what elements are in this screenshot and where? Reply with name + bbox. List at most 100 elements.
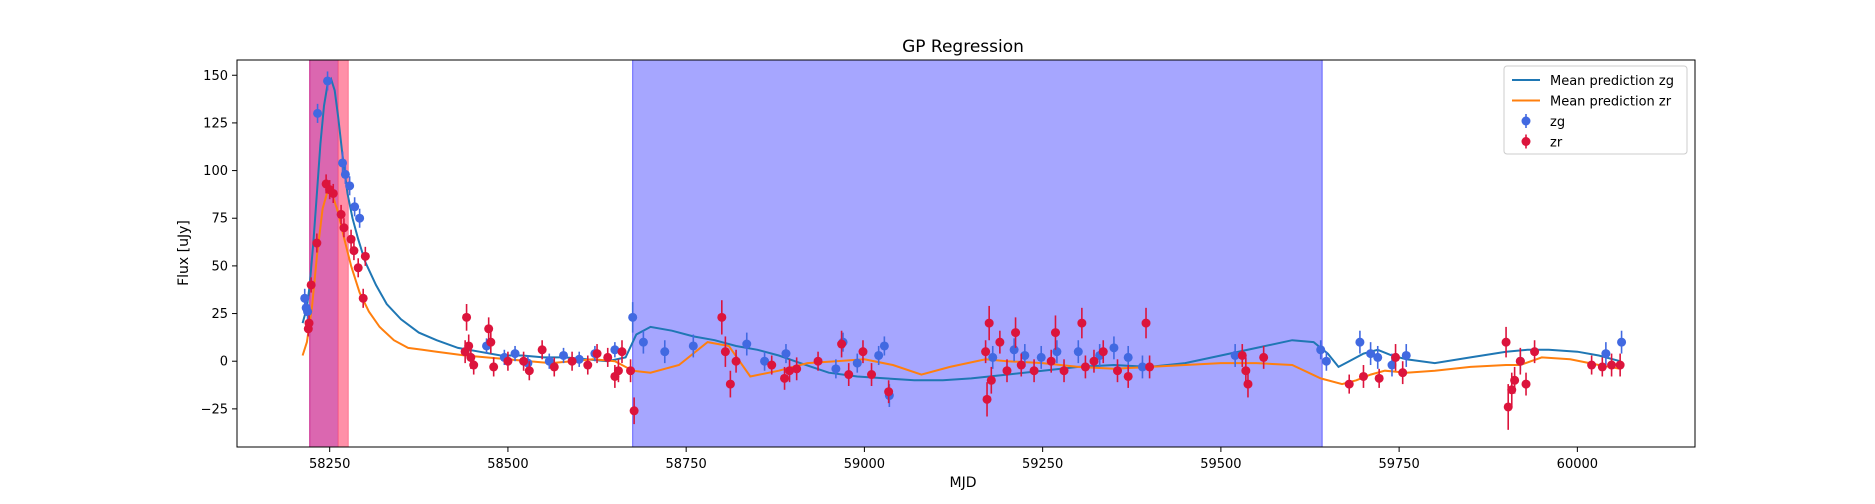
y-tick-label: 100 [203, 164, 228, 179]
data-point-zr [1029, 366, 1039, 376]
x-tick-label: 59000 [844, 457, 885, 472]
data-point-zg [781, 349, 791, 359]
data-point-zr [884, 387, 894, 397]
data-point-zg [874, 350, 884, 360]
legend-label: zg [1550, 115, 1565, 130]
data-point-zg [559, 350, 569, 360]
data-point-zr [1050, 328, 1060, 338]
data-point-zg [345, 181, 355, 191]
data-point-zr [1501, 337, 1511, 347]
data-point-zr [1530, 347, 1540, 357]
data-point-zr [489, 362, 499, 372]
data-point-zg [638, 337, 648, 347]
data-point-zr [312, 238, 322, 248]
data-point-zr [995, 337, 1005, 347]
data-point-zr [583, 360, 593, 370]
y-tick-label: 0 [220, 355, 228, 370]
data-point-zr [1016, 360, 1026, 370]
data-point-zg [510, 349, 520, 359]
data-point-zr [1374, 373, 1384, 383]
data-point-zr [1597, 362, 1607, 372]
data-points [300, 71, 1627, 430]
data-point-zr [1089, 356, 1099, 366]
data-point-zr [785, 366, 795, 376]
data-point-zr [549, 362, 559, 372]
data-point-zr [358, 293, 368, 303]
x-tick-label: 60000 [1557, 457, 1598, 472]
data-point-zr [306, 280, 316, 290]
data-point-zr [613, 366, 623, 376]
data-point-zg [1355, 337, 1365, 347]
data-point-zr [1344, 379, 1354, 389]
data-point-zr [1259, 352, 1269, 362]
data-point-zg [350, 202, 360, 212]
x-axis-ticks: 58250 58500 58750 59000 59250 59500 59750 60000 [309, 447, 1598, 472]
data-point-zr [792, 364, 802, 374]
data-point-zr [984, 318, 994, 328]
shaded-region-1 [309, 60, 339, 447]
data-point-zr [725, 379, 735, 389]
x-tick-label: 58500 [487, 457, 528, 472]
x-tick-label: 59500 [1200, 457, 1241, 472]
data-point-zr [486, 337, 496, 347]
data-point-zg [879, 341, 889, 351]
data-point-zr [629, 406, 639, 416]
data-point-zr [592, 349, 602, 359]
data-point-zg [1109, 343, 1119, 353]
data-point-zg [610, 345, 620, 355]
axes-frame [236, 59, 1696, 448]
data-point-zr [1391, 352, 1401, 362]
data-point-zg [831, 364, 841, 374]
data-point-zg [1373, 352, 1383, 362]
data-point-zg [988, 352, 998, 362]
data-point-zr [780, 373, 790, 383]
chart-title: GP Regression [902, 37, 1024, 57]
data-point-zg [1137, 362, 1147, 372]
data-point-zg [660, 347, 670, 357]
data-point-zr [304, 318, 314, 328]
data-point-zr [462, 312, 472, 322]
legend-label: zr [1550, 136, 1563, 151]
data-point-zg [852, 358, 862, 368]
x-axis-label: MJD [950, 475, 977, 491]
data-point-zr [537, 345, 547, 355]
data-point-zr [1241, 366, 1251, 376]
x-tick-label: 59750 [1378, 457, 1419, 472]
data-point-zg [1366, 349, 1376, 359]
data-point-zr [844, 370, 854, 380]
shaded-region-2 [337, 60, 349, 447]
data-point-zr [837, 339, 847, 349]
data-point-zg [574, 354, 584, 364]
data-point-zr [717, 312, 727, 322]
data-point-zr [1145, 362, 1155, 372]
data-point-zr [603, 352, 613, 362]
data-point-zr [1002, 366, 1012, 376]
data-point-zg [760, 356, 770, 366]
data-point-zr [626, 366, 636, 376]
data-point-zr [858, 347, 868, 357]
data-point-zr [567, 356, 577, 366]
data-point-zr [1080, 362, 1090, 372]
data-point-zr [328, 188, 338, 198]
data-point-zr [1011, 328, 1021, 338]
data-point-zg [1009, 345, 1019, 355]
data-point-zr [720, 347, 730, 357]
data-point-zr [981, 347, 991, 357]
x-tick-label: 59250 [1022, 457, 1063, 472]
data-point-zr [1615, 360, 1625, 370]
data-point-zr [1046, 356, 1056, 366]
data-point-zg [1052, 347, 1062, 357]
legend-label: Mean prediction zg [1550, 74, 1674, 89]
data-point-zr [484, 324, 494, 334]
data-point-zg [340, 169, 350, 179]
data-point-zg [1036, 352, 1046, 362]
data-point-zr [503, 356, 513, 366]
data-point-zg [1073, 347, 1083, 357]
legend: Mean prediction zg Mean prediction zr zg zr [1503, 65, 1688, 155]
data-point-zg [1601, 349, 1611, 359]
data-point-zr [1059, 366, 1069, 376]
data-point-zr [1510, 375, 1520, 385]
data-point-zg [1123, 352, 1133, 362]
data-point-zg [323, 76, 333, 86]
